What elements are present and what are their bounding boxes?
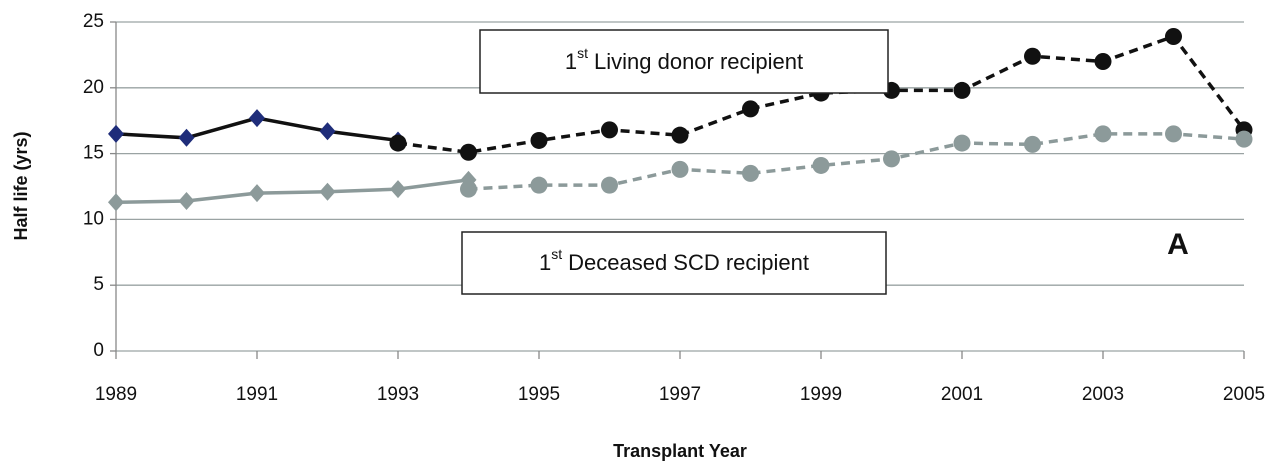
y-tick-label: 5 xyxy=(93,274,104,295)
x-tick-label: 1991 xyxy=(236,384,278,405)
point-marker xyxy=(178,128,195,147)
point-marker xyxy=(1024,47,1041,65)
y-tick-label: 15 xyxy=(83,143,104,164)
x-tick-label: 1999 xyxy=(800,384,842,405)
point-marker xyxy=(390,180,406,199)
annotation: 1st Living donor recipient xyxy=(565,45,803,74)
x-tick-label: 2005 xyxy=(1223,384,1265,405)
annotation-box xyxy=(479,29,889,94)
point-marker xyxy=(460,143,477,161)
y-tick-label: 25 xyxy=(83,11,104,32)
point-marker xyxy=(530,131,548,149)
annotation-text: Deceased SCD recipient xyxy=(568,250,809,275)
point-marker xyxy=(178,191,195,210)
y-tick-label: 20 xyxy=(83,77,104,98)
point-marker xyxy=(530,176,548,194)
x-tick-label: 2001 xyxy=(941,384,983,405)
point-marker xyxy=(249,184,265,203)
y-axis-title: Half life (yrs) xyxy=(11,131,31,240)
point-marker xyxy=(1165,125,1182,143)
panel-label: A xyxy=(1167,228,1189,261)
point-marker xyxy=(1235,130,1253,148)
point-marker xyxy=(1094,52,1112,70)
x-tick-label: 1993 xyxy=(377,384,419,405)
annotation-box xyxy=(461,231,887,295)
series-line xyxy=(468,132,1245,191)
point-marker xyxy=(1094,125,1112,143)
point-marker xyxy=(601,121,618,139)
point-marker xyxy=(742,164,759,182)
series-line xyxy=(115,178,469,205)
point-marker xyxy=(883,150,900,168)
point-marker xyxy=(108,193,124,212)
point-marker xyxy=(319,182,336,201)
y-tick-label: 0 xyxy=(93,340,104,361)
annotation-text: Living donor recipient xyxy=(594,49,803,74)
annotation-superscript: st xyxy=(551,246,562,262)
point-marker xyxy=(389,134,407,152)
point-marker xyxy=(812,156,830,174)
x-tick-label: 1989 xyxy=(95,384,137,405)
y-tick-label: 10 xyxy=(83,208,104,229)
point-marker xyxy=(953,134,971,152)
x-tick-label: 1995 xyxy=(518,384,560,405)
x-tick-label: 1997 xyxy=(659,384,701,405)
x-axis-title: Transplant Year xyxy=(613,441,747,461)
x-tick-label: 2003 xyxy=(1082,384,1124,405)
point-marker xyxy=(108,124,124,143)
point-marker xyxy=(1165,27,1182,45)
point-marker xyxy=(953,81,971,99)
point-marker xyxy=(1024,135,1041,153)
point-marker xyxy=(319,122,336,141)
point-marker xyxy=(601,176,618,194)
annotation-number: 1 xyxy=(539,250,551,275)
point-marker xyxy=(460,180,477,198)
annotation-number: 1 xyxy=(565,49,577,74)
annotation-superscript: st xyxy=(577,45,588,61)
point-marker xyxy=(742,100,759,118)
annotation: 1st Deceased SCD recipient xyxy=(539,246,809,275)
point-marker xyxy=(249,109,265,128)
point-marker xyxy=(671,126,689,144)
point-marker xyxy=(671,160,689,178)
